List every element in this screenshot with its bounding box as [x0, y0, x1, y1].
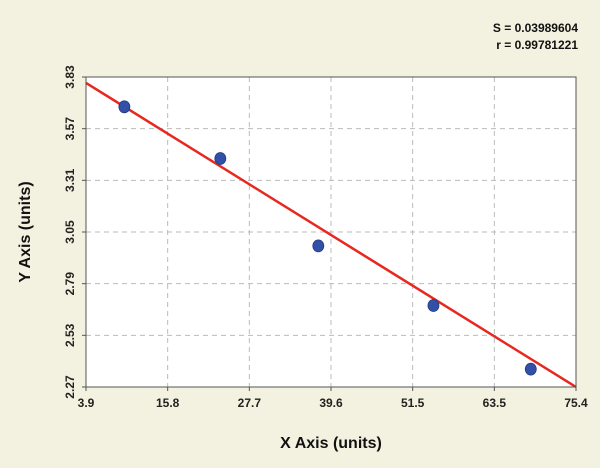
- y-tick-label: 2.27: [63, 375, 77, 399]
- x-tick-label: 39.6: [319, 396, 343, 410]
- x-tick-label: 63.5: [483, 396, 507, 410]
- data-points: [118, 100, 537, 376]
- y-tick-label: 3.83: [63, 65, 77, 89]
- fit-line-group: [85, 81, 577, 389]
- y-tick-label: 3.57: [63, 117, 77, 141]
- y-axis-title: Y Axis (units): [17, 181, 34, 282]
- regression-line: [85, 81, 577, 389]
- y-tick-label: 3.31: [63, 168, 77, 192]
- data-point: [524, 362, 537, 376]
- y-tick-labels: 2.27 2.53 2.79 3.05 3.31 3.57 3.83: [63, 65, 86, 399]
- x-axis-title: X Axis (units): [280, 435, 382, 452]
- x-tick-labels: 3.9 15.8 27.7 39.6 51.5 63.5 75.4: [78, 387, 588, 410]
- x-tick-label: 3.9: [78, 396, 95, 410]
- y-tick-label: 3.05: [63, 220, 77, 244]
- data-point: [118, 100, 131, 114]
- r-value: r = 0.99781221: [496, 38, 578, 52]
- x-tick-label: 51.5: [401, 396, 425, 410]
- data-point: [214, 152, 227, 165]
- y-tick-label: 2.79: [63, 272, 77, 296]
- y-tick-label: 2.53: [63, 323, 77, 347]
- data-point: [312, 239, 325, 253]
- x-tick-label: 15.8: [156, 396, 180, 410]
- data-point: [427, 299, 440, 312]
- s-value: S = 0.03989604: [492, 21, 578, 35]
- x-tick-label: 75.4: [564, 396, 588, 410]
- x-tick-label: 27.7: [238, 396, 262, 410]
- fit-statistics: S = 0.03989604 r = 0.99781221: [493, 20, 578, 54]
